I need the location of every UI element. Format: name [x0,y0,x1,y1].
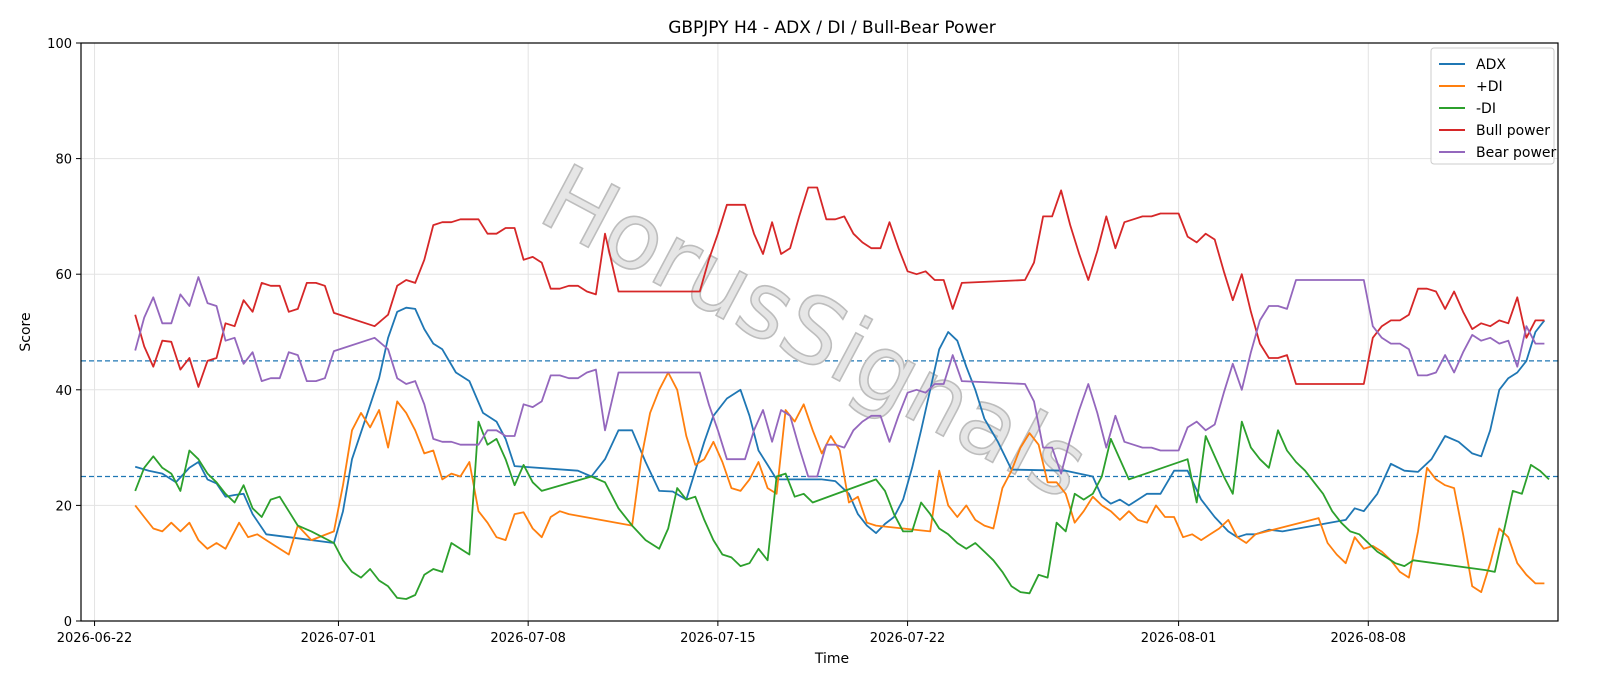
y-axis-title: Score [18,312,34,351]
y-axis-ticks: 0 20 40 60 80 100 [47,37,81,630]
x-tick-label: 2026-07-22 [870,631,946,646]
reference-lines [81,360,1558,478]
legend-label: -DI [1476,101,1496,117]
legend-label: Bull power [1476,123,1550,139]
legend-label: Bear power [1476,145,1557,161]
series-line-adx [134,306,1546,544]
x-tick-label: 2026-08-08 [1331,631,1407,646]
x-tick-label: 2026-07-01 [301,631,377,646]
y-tick-label: 40 [55,384,72,399]
x-tick-label: 2026-07-15 [680,631,756,646]
chart-title: GBPJPY H4 - ADX / DI / Bull-Bear Power [668,18,996,38]
series-line-di [134,371,1545,593]
x-axis-ticks: 2026-06-22 2026-07-01 2026-07-08 2026-07-15… [57,621,1406,646]
x-axis-title: Time [814,651,849,667]
series-line-di [134,420,1550,600]
y-tick-label: 20 [55,499,72,514]
y-tick-label: 0 [64,615,72,630]
y-tick-label: 100 [47,37,72,52]
legend: ADX +DI -DI Bull power Bear power [1430,47,1557,165]
y-tick-label: 60 [55,268,72,283]
x-tick-label: 2026-08-01 [1141,631,1217,646]
series-line-bear-power [134,276,1545,478]
x-tick-label: 2026-07-08 [490,631,566,646]
x-tick-label: 2026-06-22 [57,631,133,646]
legend-box [1430,47,1555,165]
gridlines [81,42,1558,622]
y-tick-label: 80 [55,153,72,168]
series-line-bull-power [134,186,1545,388]
series-lines [134,186,1550,600]
legend-label: +DI [1476,79,1503,95]
plot-frame [80,42,1559,622]
legend-label: ADX [1476,57,1506,73]
